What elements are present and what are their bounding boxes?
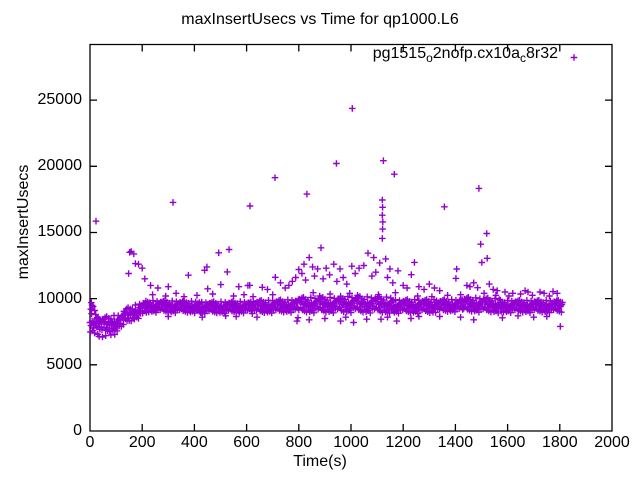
x-tick-label: 1600	[489, 434, 526, 451]
y-tick-label: 25000	[37, 91, 83, 109]
x-tick-label: 400	[181, 434, 208, 451]
y-tick-label: 5000	[46, 355, 82, 373]
x-tick-label: 0	[85, 434, 95, 451]
x-axis-label: Time(s)	[293, 453, 347, 470]
x-tick-label: 1000	[333, 434, 369, 451]
x-tick-label: 1400	[437, 434, 474, 451]
y-tick-label: 15000	[37, 223, 83, 241]
x-tick-label: 1200	[385, 434, 421, 451]
y-tick-label: 20000	[37, 157, 83, 175]
x-tick-label: 2000	[594, 434, 630, 451]
x-tick-label: 600	[233, 434, 260, 451]
y-axis-label: maxInsertUsecs	[15, 164, 32, 280]
legend-subscript-o: o	[426, 51, 433, 66]
legend: pg1515o2nofp.cx10ac8r32	[372, 45, 558, 66]
chart-title: maxInsertUsecs vs Time for qp1000.L6	[181, 11, 459, 28]
legend-subscript-c: c	[519, 51, 526, 66]
axis-frame-path	[89, 43, 613, 432]
y-tick-label: 0	[73, 422, 82, 439]
x-tick-label: 1800	[542, 434, 578, 451]
data-points-path	[86, 54, 578, 341]
y-tick-label: 10000	[37, 289, 83, 307]
x-tick-label: 200	[128, 434, 156, 451]
legend-series-label: pg1515o2nofp.cx10ac8r32	[372, 45, 558, 66]
x-tick-label: 800	[285, 434, 313, 451]
